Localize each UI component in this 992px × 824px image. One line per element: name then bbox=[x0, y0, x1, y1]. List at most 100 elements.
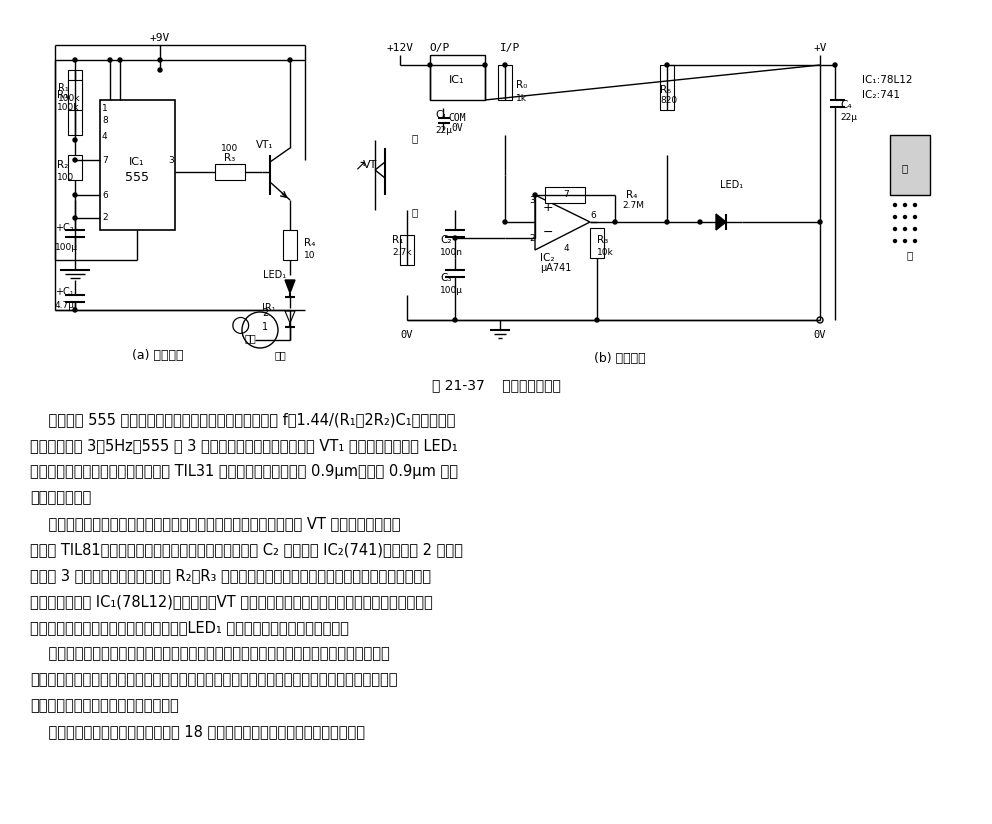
Bar bbox=[68, 70, 82, 135]
Text: 10: 10 bbox=[304, 250, 315, 260]
Circle shape bbox=[904, 240, 907, 242]
Circle shape bbox=[894, 216, 897, 218]
Circle shape bbox=[595, 318, 599, 322]
Text: +C₂: +C₂ bbox=[55, 223, 73, 233]
Text: 该报警系统的发射和接收距离可达 18 米。由于篇幅所限，控制电路部分略去。: 该报警系统的发射和接收距离可达 18 米。由于篇幅所限，控制电路部分略去。 bbox=[30, 724, 365, 739]
Text: ↗: ↗ bbox=[354, 158, 366, 172]
Text: 电压稳定，加进 IC₁(78L12)进行稳压。VT 收到给定距离内的红外线短脉冲后，当脉冲幅値高: 电压稳定，加进 IC₁(78L12)进行稳压。VT 收到给定距离内的红外线短脉冲… bbox=[30, 594, 433, 609]
Text: 黑: 黑 bbox=[412, 207, 418, 217]
Text: +9V: +9V bbox=[150, 33, 170, 43]
Text: μA741: μA741 bbox=[540, 263, 571, 273]
Text: R₄: R₄ bbox=[304, 238, 315, 248]
Text: 黑: 黑 bbox=[907, 250, 913, 260]
Text: 4: 4 bbox=[102, 132, 107, 141]
Circle shape bbox=[613, 220, 617, 224]
Bar bbox=[545, 187, 585, 203]
Text: I/P: I/P bbox=[500, 43, 520, 53]
Text: −: − bbox=[543, 226, 554, 238]
Text: (a) 发射电路: (a) 发射电路 bbox=[132, 349, 184, 362]
Circle shape bbox=[73, 216, 77, 220]
Text: R₄: R₄ bbox=[626, 190, 638, 200]
Text: 7: 7 bbox=[102, 156, 108, 165]
Text: 外光短脉冲串。: 外光短脉冲串。 bbox=[30, 490, 91, 505]
Bar bbox=[68, 155, 82, 180]
Text: 100μ: 100μ bbox=[55, 242, 78, 251]
Text: IC₁:78L12: IC₁:78L12 bbox=[862, 75, 913, 85]
Text: 100: 100 bbox=[221, 143, 239, 152]
Text: VT: VT bbox=[363, 160, 377, 170]
Text: 4.7μ: 4.7μ bbox=[55, 301, 75, 310]
Circle shape bbox=[73, 193, 77, 197]
Text: 配套的 TIL81，它将红外光脉冲转化为电脉冲信号，经 C₂ 加至运放 IC₂(741)的反相端 2 脉，而: 配套的 TIL81，它将红外光脉冲转化为电脉冲信号，经 C₂ 加至运放 IC₂(… bbox=[30, 542, 463, 557]
Text: 1k: 1k bbox=[516, 93, 527, 102]
Circle shape bbox=[665, 63, 669, 67]
Text: 4: 4 bbox=[563, 244, 568, 252]
Circle shape bbox=[158, 68, 162, 72]
Text: 于参考电压値时，运放输出变为低电平，LED₁ 发光，表示已收到红外光脉冲。: 于参考电压値时，运放输出变为低电平，LED₁ 发光，表示已收到红外光脉冲。 bbox=[30, 620, 349, 635]
Text: LED₁: LED₁ bbox=[720, 180, 743, 190]
Circle shape bbox=[73, 58, 77, 62]
Text: 2: 2 bbox=[530, 233, 535, 242]
Text: 7: 7 bbox=[563, 190, 568, 199]
Text: 3: 3 bbox=[530, 195, 535, 204]
Text: IC₁: IC₁ bbox=[449, 75, 464, 85]
Text: 2.7M: 2.7M bbox=[622, 200, 644, 209]
Text: R₃: R₃ bbox=[597, 235, 608, 245]
Text: 2: 2 bbox=[102, 213, 107, 222]
Text: R₁: R₁ bbox=[392, 235, 404, 245]
Text: C₃: C₃ bbox=[440, 273, 451, 283]
Text: 2.7k: 2.7k bbox=[392, 247, 412, 256]
Circle shape bbox=[904, 204, 907, 207]
Circle shape bbox=[833, 63, 837, 67]
Circle shape bbox=[108, 58, 112, 62]
Circle shape bbox=[894, 227, 897, 231]
Text: 1: 1 bbox=[262, 322, 268, 332]
Circle shape bbox=[483, 63, 487, 67]
Bar bbox=[215, 164, 245, 180]
Text: LED₁: LED₁ bbox=[263, 270, 286, 280]
Text: 和红外发光管工作。红外发光管采用 TIL31 型管，其工作波长约为 0.9μm。发射 0.9μm 的红: 和红外发光管工作。红外发光管采用 TIL31 型管，其工作波长约为 0.9μm。… bbox=[30, 464, 458, 479]
Circle shape bbox=[453, 236, 457, 240]
Circle shape bbox=[914, 227, 917, 231]
Text: 同相端 3 脉接固定参考电压値（由 R₂、R₃ 分压），运放接成直流反馈比较器形式。为使红外接收: 同相端 3 脉接固定参考电压値（由 R₂、R₃ 分压），运放接成直流反馈比较器形… bbox=[30, 568, 431, 583]
Text: 1: 1 bbox=[102, 104, 108, 113]
Text: +C₁: +C₁ bbox=[55, 287, 73, 297]
Text: IC₁: IC₁ bbox=[129, 157, 145, 167]
Polygon shape bbox=[716, 214, 726, 230]
Text: 阴极: 阴极 bbox=[244, 333, 256, 343]
Text: 红: 红 bbox=[412, 133, 418, 143]
Text: R₂: R₂ bbox=[57, 160, 68, 170]
Bar bbox=[660, 65, 674, 110]
Text: 的振荡频率为 3～5Hz，555 的 3 脉输出低频的振荡方波，通过 VT₁ 去控制发光二极管 LED₁: 的振荡频率为 3～5Hz，555 的 3 脉输出低频的振荡方波，通过 VT₁ 去… bbox=[30, 438, 457, 453]
Text: +V: +V bbox=[813, 43, 826, 53]
Text: 8: 8 bbox=[102, 115, 108, 124]
Circle shape bbox=[453, 318, 457, 322]
Text: 将发射机和接收器装于室外门窗或过道处，并呈直线，当盗者把红外光束遮断时，则接收: 将发射机和接收器装于室外门窗或过道处，并呈直线，当盗者把红外光束遮断时，则接收 bbox=[30, 646, 390, 661]
Text: 3: 3 bbox=[168, 156, 174, 165]
Text: 2: 2 bbox=[262, 308, 268, 318]
Text: R₁: R₁ bbox=[58, 83, 68, 93]
Text: IC₂: IC₂ bbox=[540, 253, 555, 263]
Text: IR₁: IR₁ bbox=[262, 303, 276, 313]
Text: 0V: 0V bbox=[813, 330, 826, 340]
Bar bbox=[890, 135, 930, 195]
Circle shape bbox=[904, 216, 907, 218]
Circle shape bbox=[818, 220, 822, 224]
Circle shape bbox=[118, 58, 122, 62]
Bar bbox=[283, 230, 297, 260]
Text: C₂: C₂ bbox=[440, 235, 451, 245]
Circle shape bbox=[428, 63, 432, 67]
Circle shape bbox=[665, 220, 669, 224]
Polygon shape bbox=[285, 280, 295, 293]
Text: O/P: O/P bbox=[430, 43, 450, 53]
Text: 0V: 0V bbox=[451, 123, 463, 133]
Circle shape bbox=[894, 240, 897, 242]
Text: R₃: R₃ bbox=[224, 153, 236, 163]
Circle shape bbox=[698, 220, 702, 224]
Text: VT₁: VT₁ bbox=[256, 140, 274, 150]
Text: COM: COM bbox=[448, 113, 466, 123]
Text: 555: 555 bbox=[125, 171, 149, 184]
Text: IC₂:741: IC₂:741 bbox=[862, 90, 900, 100]
Text: 图 21-37    红外报警器电路: 图 21-37 红外报警器电路 bbox=[432, 378, 560, 392]
Text: ○: ○ bbox=[230, 315, 250, 335]
